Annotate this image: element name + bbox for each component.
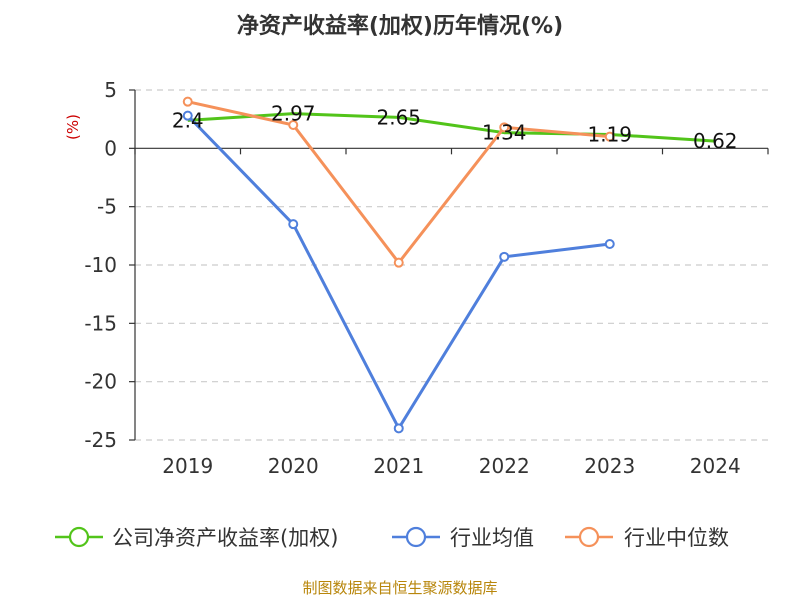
legend-marker-icon	[68, 526, 90, 548]
x-tick-label: 2022	[479, 454, 530, 478]
data-point	[499, 122, 510, 133]
y-tick-label: 0	[104, 136, 117, 160]
y-tick-label: 5	[104, 78, 117, 102]
legend-label: 行业中位数	[624, 526, 729, 550]
legend-marker-icon	[405, 526, 427, 548]
data-label: 0.62	[693, 129, 738, 153]
y-tick-label: -5	[97, 195, 117, 219]
data-label: 2.4	[172, 108, 204, 132]
x-tick-label: 2020	[268, 454, 319, 478]
data-label: 2.97	[271, 102, 316, 126]
data-point	[182, 110, 193, 121]
grid-lines	[135, 89, 768, 441]
legend[interactable]: 公司净资产收益率(加权) 行业均值 行业中位数	[55, 526, 729, 550]
legend-item-0[interactable]: 公司净资产收益率(加权)	[55, 526, 338, 550]
legend-marker-icon	[578, 526, 600, 548]
series-lines	[182, 96, 716, 434]
data-label: 2.65	[376, 105, 421, 129]
data-label: 1.19	[587, 122, 632, 146]
x-tick-label: 2021	[373, 454, 424, 478]
data-point	[288, 120, 299, 130]
legend-item-1[interactable]: 行业均值	[392, 526, 534, 550]
series-0	[187, 112, 716, 143]
series-line	[187, 112, 716, 143]
y-tick-label: -15	[84, 311, 117, 335]
data-point	[182, 96, 193, 107]
legend-label: 行业均值	[450, 526, 534, 550]
x-tick-label: 2019	[162, 454, 213, 478]
legend-item-2[interactable]: 行业中位数	[565, 526, 729, 550]
y-tick-label: -10	[84, 253, 117, 277]
series-2	[182, 96, 615, 268]
y-tick-label: -25	[84, 428, 117, 452]
x-tick-label: 2024	[690, 454, 741, 478]
data-point	[604, 131, 615, 142]
data-point	[288, 219, 299, 230]
data-source: 制图数据来自恒生聚源数据库	[302, 579, 497, 597]
series-1	[182, 110, 615, 434]
axes: 5 0 -5 -10 -15 -20 -25 2019 2020 2021 2022 2023 2024	[84, 78, 769, 478]
data-point	[604, 239, 615, 249]
data-label: 1.34	[482, 121, 527, 145]
chart-title: 净资产收益率(加权)历年情况(%)	[237, 13, 563, 39]
y-tick-label: -20	[84, 370, 117, 394]
data-labels: 2.4 2.97 2.65 1.34 1.19 0.62	[172, 102, 738, 153]
data-point	[393, 423, 404, 434]
data-point	[393, 257, 404, 268]
y-axis-unit: (%)	[64, 114, 82, 140]
legend-label: 公司净资产收益率(加权)	[112, 526, 338, 550]
x-tick-label: 2023	[584, 454, 635, 478]
data-point	[499, 251, 510, 262]
